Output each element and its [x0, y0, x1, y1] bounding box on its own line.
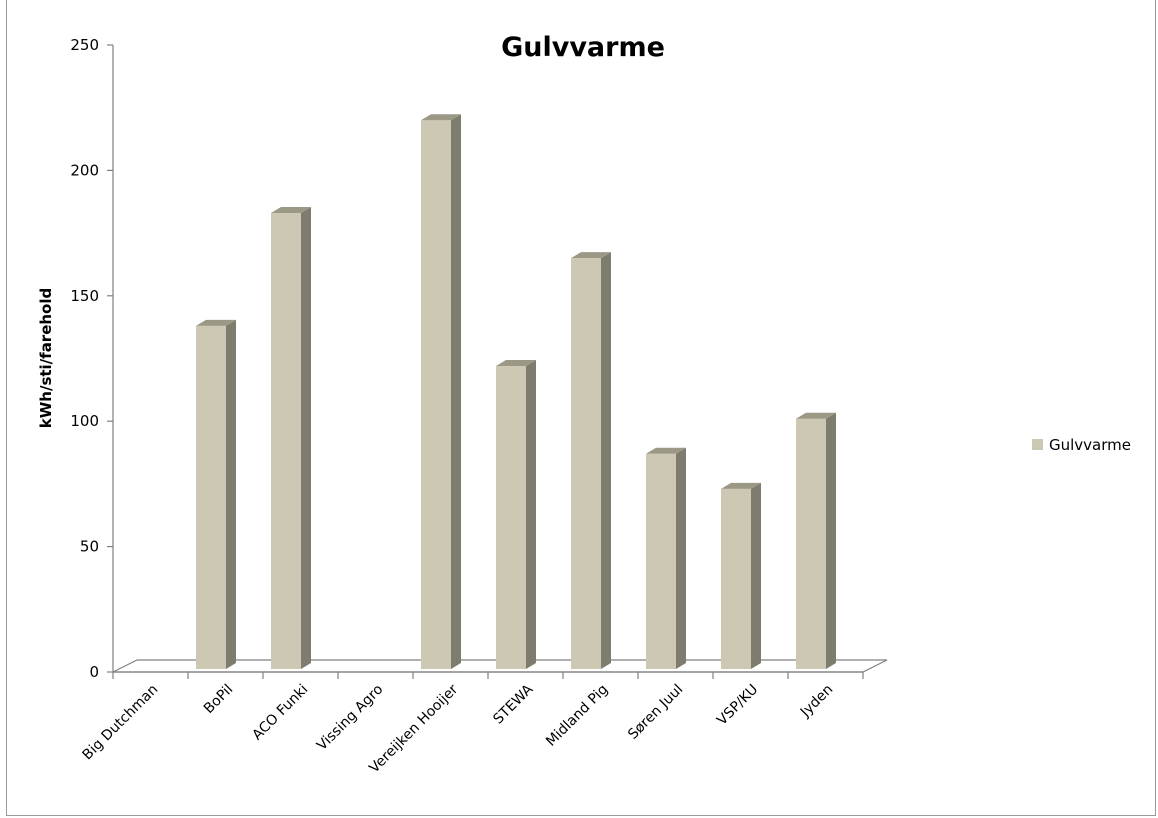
legend-label: Gulvvarme [1049, 436, 1131, 454]
x-tick-label: Søren Juul [625, 682, 686, 743]
axes [107, 44, 888, 679]
chart-title: Gulvvarme [501, 32, 665, 63]
bar-top-face [496, 360, 536, 367]
bar [196, 319, 236, 669]
bar-side-face [676, 447, 686, 669]
bar-side-face [826, 412, 836, 669]
bars [196, 114, 836, 670]
x-tick-label: Jyden [797, 682, 836, 721]
bar-side-face [301, 207, 311, 669]
x-tick-label: Vissing Agro [314, 682, 386, 754]
bar-top-face [646, 447, 686, 454]
y-tick-label: 150 [70, 287, 99, 305]
bar-front-face [796, 418, 826, 669]
bar [571, 252, 611, 669]
legend: Gulvvarme [1032, 436, 1131, 454]
x-tick-label: Big Dutchman [80, 682, 162, 764]
bar-side-face [751, 482, 761, 669]
y-tick-label: 0 [89, 663, 99, 681]
y-tick-label: 250 [70, 36, 99, 54]
bar-top-face [421, 114, 461, 121]
bar-front-face [571, 258, 601, 669]
x-tick-label: VSP/KU [714, 682, 761, 729]
bar-front-face [421, 120, 451, 670]
bar [271, 207, 311, 669]
legend-swatch [1032, 439, 1043, 450]
bar-top-face [721, 482, 761, 489]
bar-top-face [271, 207, 311, 214]
y-tick-label: 50 [80, 538, 99, 556]
y-tick-labels: 0 50 100 150 200 250 [70, 36, 99, 681]
bar-front-face [721, 488, 751, 669]
bar-top-face [196, 319, 236, 326]
bar-side-face [526, 360, 536, 669]
x-tick-label: Midland Pig [543, 682, 611, 750]
y-tick-label: 200 [70, 161, 99, 179]
x-tick-label: ACO Funki [249, 682, 311, 744]
bar-chart: Gulvvarme kWh/sti/farehold 0 50 100 150 200 2… [37, 32, 1131, 776]
bar-side-face [226, 319, 236, 669]
bar-front-face [646, 453, 676, 669]
y-axis-title: kWh/sti/farehold [37, 288, 55, 428]
y-tick-label: 100 [70, 412, 99, 430]
x-tick-label: BoPil [201, 682, 236, 717]
bar-top-face [571, 252, 611, 259]
bar-side-face [601, 252, 611, 669]
bar [646, 447, 686, 669]
bar [421, 114, 461, 670]
bar [721, 482, 761, 669]
chart-frame: Gulvvarme kWh/sti/farehold 0 50 100 150 200 2… [6, 0, 1156, 816]
bar-top-face [796, 412, 836, 419]
bar-front-face [496, 366, 526, 669]
bar [796, 412, 836, 669]
bar-front-face [196, 325, 226, 669]
x-tick-label: STEWA [490, 681, 536, 727]
bar-front-face [271, 213, 301, 669]
bar [496, 360, 536, 669]
bar-side-face [451, 114, 461, 670]
x-tick-labels: Big Dutchman BoPil ACO Funki Vissing AgroVe… [80, 681, 837, 776]
